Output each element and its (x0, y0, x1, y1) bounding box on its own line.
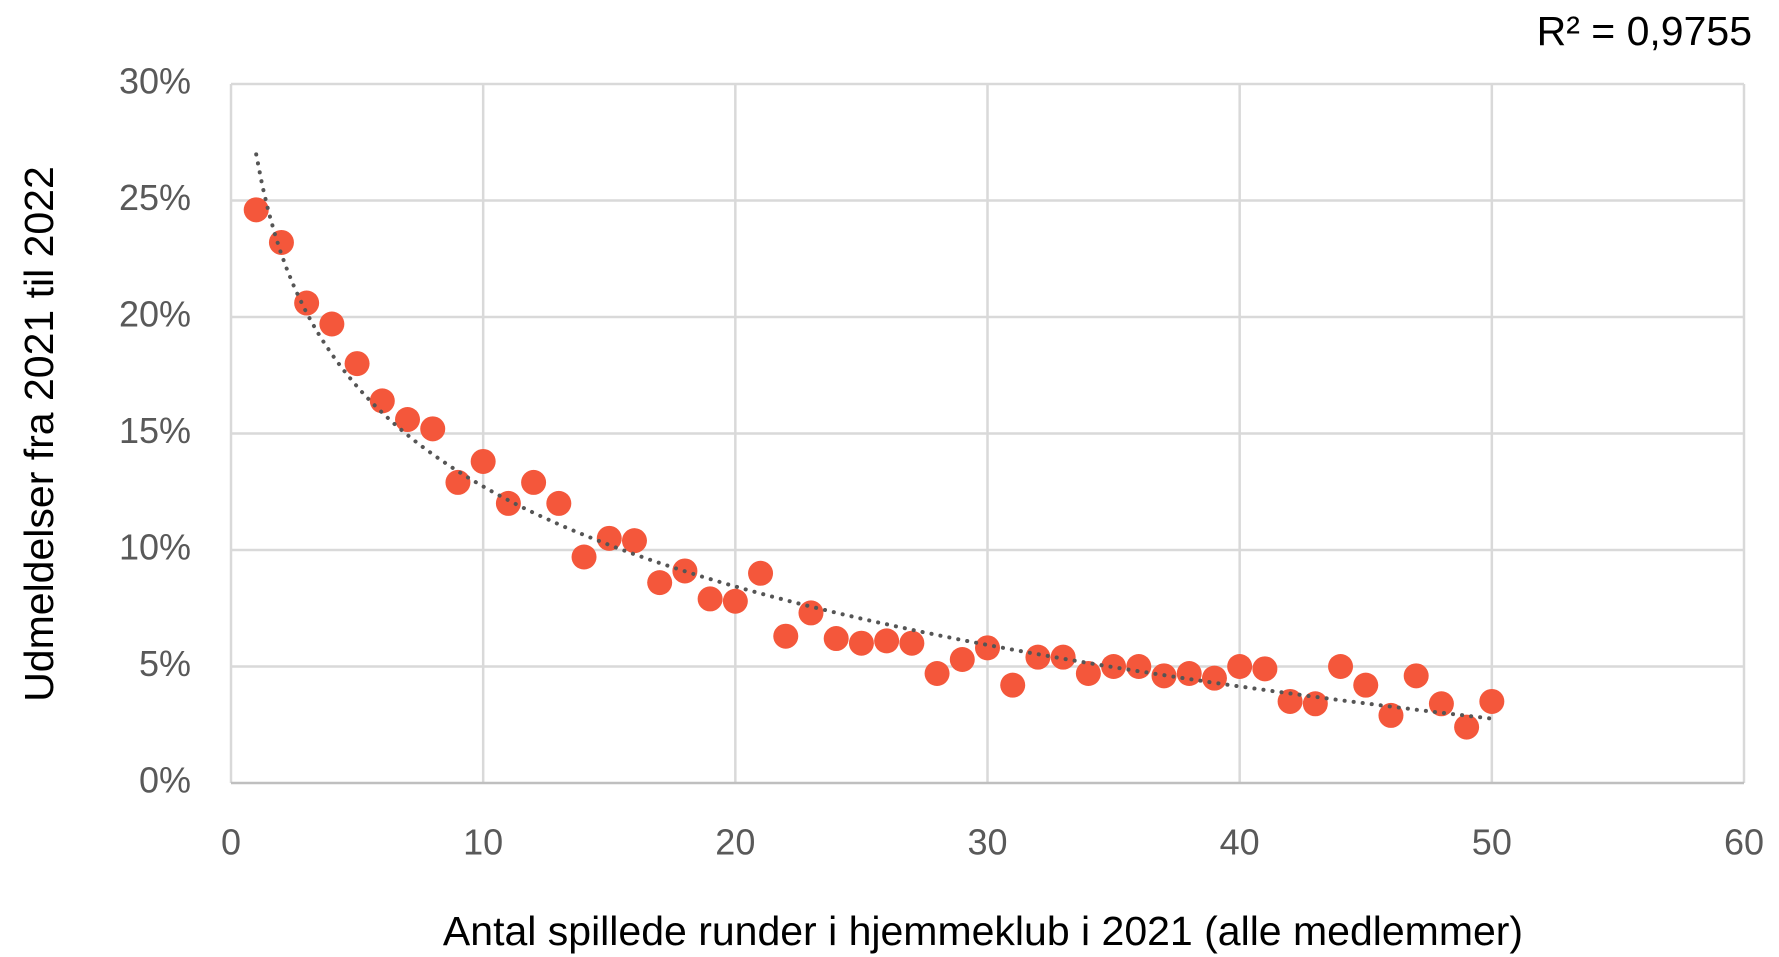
y-axis-label: Udmeldelser fra 2021 til 2022 (16, 166, 62, 702)
data-point (949, 647, 975, 673)
x-axis-label: Antal spillede runder i hjemmeklub i 202… (443, 908, 1523, 954)
data-point (697, 586, 723, 612)
data-point (1101, 654, 1127, 679)
data-point (1403, 663, 1429, 689)
data-point (1353, 672, 1379, 698)
data-point (1050, 644, 1076, 670)
data-point (294, 290, 320, 316)
x-tick-label: 40 (1220, 822, 1260, 863)
data-point (495, 490, 521, 516)
data-point (420, 416, 446, 442)
data-point (268, 229, 294, 255)
data-point (319, 311, 345, 337)
y-tick-label: 25% (119, 177, 191, 218)
data-point (924, 660, 950, 686)
data-point (621, 528, 647, 554)
data-point (848, 630, 874, 656)
data-point (1176, 660, 1202, 686)
data-point (823, 626, 849, 652)
r-squared-annotation: R² = 0,9755 (1537, 8, 1752, 54)
data-point (722, 588, 748, 614)
x-tick-label: 60 (1724, 822, 1764, 863)
data-point (1126, 654, 1152, 679)
data-point (369, 388, 395, 414)
x-tick-label: 20 (715, 822, 755, 863)
data-point (521, 469, 547, 495)
y-tick-label: 30% (119, 61, 191, 102)
data-point (470, 448, 496, 474)
data-point (546, 490, 572, 516)
y-tick-label: 15% (119, 410, 191, 451)
data-point (647, 570, 673, 596)
data-point (899, 630, 925, 656)
data-point (1428, 691, 1454, 717)
data-point (1479, 688, 1505, 714)
y-tick-label: 0% (139, 760, 191, 801)
x-tick-label: 50 (1472, 822, 1512, 863)
data-point (571, 544, 597, 570)
data-point (596, 525, 622, 551)
data-point (874, 628, 900, 654)
data-point (1277, 688, 1303, 714)
data-point (1302, 691, 1328, 717)
data-point (445, 469, 471, 495)
data-point (1454, 714, 1480, 740)
y-tick-label: 5% (139, 643, 191, 684)
x-tick-label: 0 (221, 822, 241, 863)
data-point (1075, 660, 1101, 686)
data-point (1025, 644, 1051, 670)
x-tick-label: 30 (967, 822, 1007, 863)
y-tick-label: 20% (119, 294, 191, 335)
data-point (1378, 702, 1404, 728)
data-point (1201, 665, 1227, 691)
x-tick-label: 10 (463, 822, 503, 863)
data-point (1227, 654, 1253, 679)
data-point (798, 600, 824, 626)
data-point (1000, 672, 1026, 698)
data-point (975, 635, 1000, 661)
data-point (1328, 654, 1354, 679)
data-point (1252, 656, 1278, 682)
data-point (773, 623, 799, 649)
y-tick-label: 10% (119, 527, 191, 568)
data-point (395, 407, 421, 433)
data-point (344, 351, 370, 377)
data-point (748, 560, 774, 586)
data-point (243, 197, 269, 223)
